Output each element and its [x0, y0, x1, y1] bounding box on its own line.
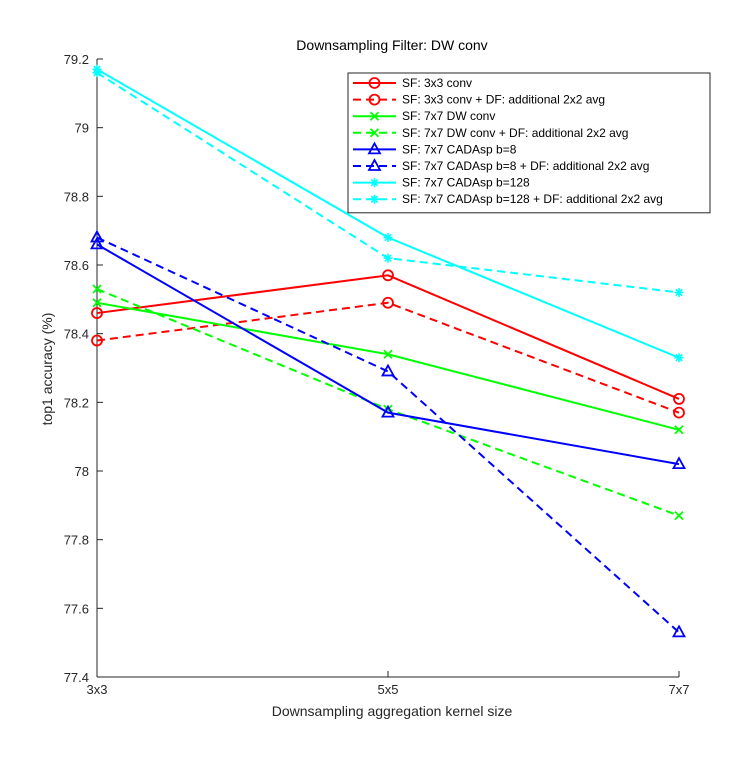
legend-marker — [370, 194, 379, 204]
data-point — [674, 510, 684, 521]
data-point — [92, 298, 102, 308]
data-point — [671, 624, 687, 638]
data-point — [92, 284, 102, 294]
series-5 — [89, 236, 687, 470]
series-layer — [89, 64, 687, 638]
data-point — [673, 406, 685, 419]
legend-marker — [369, 111, 380, 121]
data-point — [89, 236, 105, 250]
y-tick-label: 77.8 — [64, 533, 89, 548]
x-tick-label: 7x7 — [669, 682, 690, 697]
series-line — [96, 236, 680, 634]
legend-marker — [367, 158, 382, 171]
legend-label: SF: 7x7 CADAsp b=8 — [402, 142, 517, 156]
legend-item: SF: 3x3 conv — [353, 76, 472, 90]
y-tick-label: 79 — [75, 121, 89, 136]
data-point — [380, 363, 396, 377]
legend-marker — [368, 77, 381, 89]
legend-item: SF: 7x7 DW conv — [353, 109, 495, 123]
legend-marker — [367, 141, 382, 155]
y-axis-title: top1 accuracy (%) — [39, 313, 55, 426]
legend-marker — [369, 128, 380, 138]
y-tick-label: 78.8 — [64, 189, 89, 204]
y-tick-label: 77.6 — [64, 601, 89, 616]
chart-title: Downsampling Filter: DW conv — [296, 37, 487, 53]
legend-item: SF: 7x7 DW conv + DF: additional 2x2 avg — [353, 126, 628, 140]
legend-label: SF: 3x3 conv + DF: additional 2x2 avg — [402, 93, 605, 107]
legend-marker — [370, 178, 379, 188]
data-point — [674, 287, 684, 297]
legend-label: SF: 7x7 DW conv + DF: additional 2x2 avg — [402, 126, 628, 140]
data-point — [380, 404, 396, 418]
legend-label: SF: 7x7 CADAsp b=128 — [402, 176, 530, 190]
data-point — [91, 307, 103, 319]
legend-item: SF: 7x7 CADAsp b=8 + DF: additional 2x2 … — [353, 158, 649, 173]
legend-label: SF: 7x7 DW conv — [402, 109, 495, 123]
legend: SF: 3x3 conv SF: 3x3 conv + DF: additiona… — [347, 72, 711, 214]
legend-box — [347, 72, 711, 214]
data-point — [673, 392, 685, 405]
tick-marks — [96, 58, 680, 678]
legend-label: SF: 3x3 conv — [402, 76, 472, 90]
series-3 — [92, 298, 684, 435]
legend-item: SF: 7x7 CADAsp b=128 + DF: additional 2x… — [353, 192, 663, 206]
series-2 — [91, 296, 685, 419]
data-point — [89, 229, 105, 243]
data-point — [92, 68, 102, 78]
tick-labels: 77.4 77.6 77.8 78 78.2 78.4 78.6 78.8 79 79.2 3x3 5… — [64, 52, 690, 697]
legend-marker — [368, 93, 381, 106]
legend-item: SF: 7x7 CADAsp b=128 — [353, 176, 530, 190]
y-tick-label: 78.4 — [64, 327, 89, 342]
y-tick-label: 77.4 — [64, 670, 89, 685]
legend-label: SF: 7x7 CADAsp b=128 + DF: additional 2x… — [402, 192, 663, 206]
data-point — [383, 349, 393, 359]
y-tick-label: 78.6 — [64, 258, 89, 273]
y-tick-label: 78.2 — [64, 395, 89, 410]
series-8 — [92, 68, 684, 297]
legend-item: SF: 3x3 conv + DF: additional 2x2 avg — [353, 93, 605, 107]
x-axis-title: Downsampling aggregation kernel size — [272, 703, 513, 719]
series-line — [96, 301, 680, 414]
legend-label: SF: 7x7 CADAsp b=8 + DF: additional 2x2 … — [402, 159, 649, 173]
y-tick-label: 78 — [75, 464, 89, 479]
data-point — [91, 334, 103, 347]
data-point — [382, 296, 394, 309]
data-point — [383, 253, 393, 263]
data-point — [674, 425, 684, 435]
legend-item: SF: 7x7 CADAsp b=8 — [353, 141, 517, 156]
x-tick-label: 5x5 — [378, 682, 399, 697]
data-point — [674, 353, 684, 363]
data-point — [382, 269, 394, 282]
y-tick-label: 79.2 — [64, 52, 89, 67]
series-line — [96, 243, 680, 466]
x-tick-label: 3x3 — [87, 682, 108, 697]
data-point — [671, 456, 687, 470]
series-6 — [89, 229, 687, 638]
data-point — [383, 233, 393, 243]
